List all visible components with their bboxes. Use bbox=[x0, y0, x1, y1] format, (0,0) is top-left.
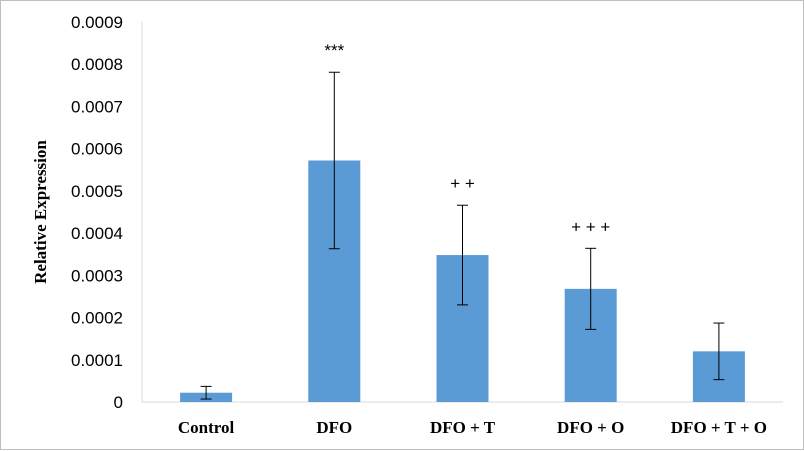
y-tick-label: 0.0003 bbox=[71, 266, 123, 285]
category-label: DFO + T + O bbox=[671, 418, 767, 437]
category-label: DFO + T bbox=[430, 418, 496, 437]
category-labels: Control DFO DFO + T DFO + O DFO + T + O bbox=[178, 418, 767, 437]
y-axis-title: Relative Expression bbox=[31, 140, 50, 284]
y-tick-label: 0 bbox=[114, 393, 123, 412]
y-tick-label: 0.0005 bbox=[71, 182, 123, 201]
y-tick-label: 0.0008 bbox=[71, 55, 123, 74]
category-label: Control bbox=[178, 418, 235, 437]
significance-label: *** bbox=[324, 41, 344, 60]
error-bars bbox=[200, 71, 725, 400]
y-tick-label: 0.0002 bbox=[71, 309, 123, 328]
y-tick-label: 0.0007 bbox=[71, 97, 123, 116]
y-tick-label: 0.0001 bbox=[71, 351, 123, 370]
significance-label: + + bbox=[450, 174, 475, 193]
significance-annotations: *** + + + + + bbox=[324, 41, 610, 236]
significance-label: + + + bbox=[571, 217, 610, 236]
category-label: DFO + O bbox=[557, 418, 624, 437]
y-tick-label: 0.0006 bbox=[71, 140, 123, 159]
y-tick-label: 0.0004 bbox=[71, 224, 123, 243]
y-tick-labels: 0 0.0001 0.0002 0.0003 0.0004 0.0005 0.0006 0.0… bbox=[71, 13, 123, 412]
category-label: DFO bbox=[316, 418, 352, 437]
y-tick-label: 0.0009 bbox=[71, 13, 123, 32]
